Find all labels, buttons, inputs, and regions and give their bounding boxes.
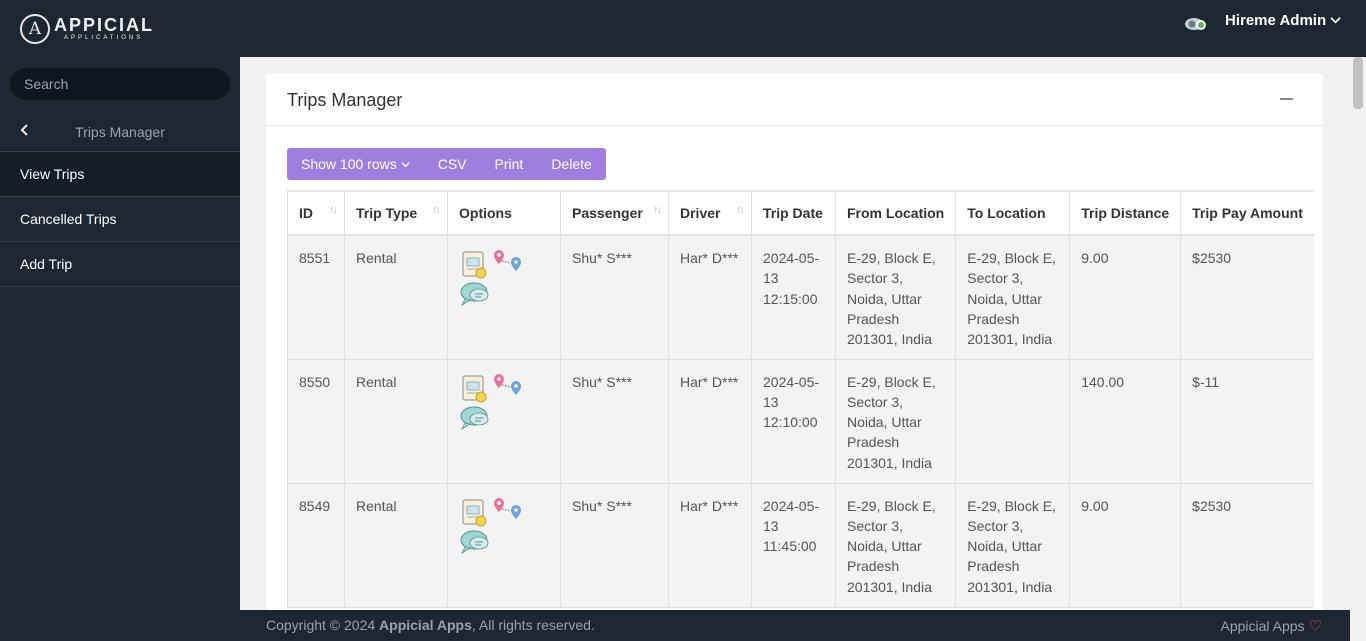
table-row[interactable]: 8551 Rental Shu* S*** Har* D*** 2024-05-13 … xyxy=(287,235,1314,360)
cell-options xyxy=(447,359,561,484)
cell-trip-pay-amount: $-11 xyxy=(1180,359,1314,484)
table-toolbar: Show 100 rows CSV Print Delete xyxy=(287,148,606,180)
trips-table: ID ↑↓ Trip Type ↑↓ Options Passenger ↑↓ Dri… xyxy=(287,190,1314,608)
logo-tagline: APPLICATIONS xyxy=(64,35,144,41)
csv-button[interactable]: CSV xyxy=(437,156,467,172)
table-header-row: ID ↑↓ Trip Type ↑↓ Options Passenger ↑↓ Dri… xyxy=(287,190,1314,236)
column-header-from-location[interactable]: From Location xyxy=(834,190,956,236)
table-row[interactable]: 8550 Rental Shu* S*** Har* D*** 2024-05-13 … xyxy=(287,359,1314,484)
logo-mark: A xyxy=(20,14,50,44)
cell-from-location: E-29, Block E, Sector 3, Noida, Uttar Pr… xyxy=(834,235,956,360)
column-header-driver[interactable]: Driver ↑↓ xyxy=(668,190,752,236)
card-header: Trips Manager xyxy=(266,74,1323,126)
cell-trip-pay-amount: $2530 xyxy=(1180,483,1314,608)
sidebar-item-view-trips[interactable]: View Trips xyxy=(0,152,240,197)
route-map-icon xyxy=(494,250,521,271)
sort-icon: ↑↓ xyxy=(736,204,745,216)
route-map-icon xyxy=(494,497,521,519)
trip-options-icons[interactable] xyxy=(459,496,529,556)
cell-options xyxy=(447,235,561,360)
column-header-trip-pay-amount[interactable]: Trip Pay Amount xyxy=(1180,190,1314,236)
column-header-trip-date[interactable]: Trip Date xyxy=(751,190,836,236)
cell-trip-pay-amount: $2530 xyxy=(1180,235,1314,360)
column-header-trip-type[interactable]: Trip Type ↑↓ xyxy=(344,190,448,236)
sort-icon: ↑↓ xyxy=(653,204,662,216)
cell-id: 8549 xyxy=(287,483,345,608)
cell-to-location: E-29, Block E, Sector 3, Noida, Uttar Pr… xyxy=(955,235,1070,360)
user-name: Hireme Admin xyxy=(1225,12,1327,29)
page-title: Trips Manager xyxy=(287,90,403,110)
chevron-down-icon xyxy=(1330,17,1341,24)
minimize-icon[interactable] xyxy=(1280,98,1293,100)
sort-icon: ↑↓ xyxy=(329,204,338,216)
search-input[interactable] xyxy=(10,68,230,100)
cell-driver: Har* D*** xyxy=(668,235,752,360)
cell-id: 8551 xyxy=(287,235,345,360)
cell-from-location: E-29, Block E, Sector 3, Noida, Uttar Pr… xyxy=(834,359,956,484)
column-header-passenger[interactable]: Passenger ↑↓ xyxy=(560,190,669,236)
chat-icon xyxy=(460,530,489,554)
cell-passenger: Shu* S*** xyxy=(560,235,669,360)
cell-passenger: Shu* S*** xyxy=(560,483,669,608)
user-menu[interactable]: Hireme Admin xyxy=(1225,12,1341,29)
copyright-brand-link[interactable]: Appicial Apps xyxy=(379,617,472,633)
sidebar: Trips Manager View Trips Cancelled Trips… xyxy=(0,57,240,641)
column-header-id[interactable]: ID ↑↓ xyxy=(287,190,345,236)
user-avatar-icon[interactable] xyxy=(1184,16,1208,32)
footer-brand[interactable]: Appicial Apps ♡ xyxy=(1220,618,1322,635)
invoice-icon xyxy=(462,375,487,402)
copyright: Copyright © 2024 Appicial Apps, All righ… xyxy=(266,617,595,633)
sort-icon: ↑↓ xyxy=(432,204,441,216)
cell-trip-distance: 9.00 xyxy=(1069,235,1181,360)
print-button[interactable]: Print xyxy=(494,156,524,172)
footer: Copyright © 2024 Appicial Apps, All righ… xyxy=(240,610,1350,641)
cell-trip-date: 2024-05-13 12:10:00 xyxy=(751,359,836,484)
show-rows-button[interactable]: Show 100 rows xyxy=(287,148,424,180)
chat-icon xyxy=(460,282,489,307)
logo-name: APPICIAL xyxy=(54,15,155,35)
delete-button[interactable]: Delete xyxy=(551,156,592,172)
heart-icon: ♡ xyxy=(1308,618,1322,635)
scrollbar[interactable] xyxy=(1350,57,1366,641)
cell-trip-distance: 140.00 xyxy=(1069,359,1181,484)
cell-options xyxy=(447,483,561,608)
cell-trip-type: Rental xyxy=(344,235,448,360)
cell-trip-date: 2024-05-13 12:15:00 xyxy=(751,235,836,360)
invoice-icon xyxy=(462,251,487,279)
trip-options-icons[interactable] xyxy=(459,372,529,432)
chat-icon xyxy=(460,406,489,430)
sidebar-item-cancelled-trips[interactable]: Cancelled Trips xyxy=(0,197,240,242)
cell-id: 8550 xyxy=(287,359,345,484)
sidebar-section-title: Trips Manager xyxy=(75,124,165,140)
app-logo[interactable]: A APPICIAL APPLICATIONS xyxy=(20,14,154,44)
chevron-down-icon xyxy=(401,161,410,167)
trip-options-icons[interactable] xyxy=(459,248,529,308)
sidebar-item-add-trip[interactable]: Add Trip xyxy=(0,242,240,287)
route-map-icon xyxy=(494,373,521,395)
cell-to-location: E-29, Block E, Sector 3, Noida, Uttar Pr… xyxy=(955,483,1070,608)
cell-to-location xyxy=(955,359,1070,484)
column-header-trip-distance[interactable]: Trip Distance xyxy=(1069,190,1181,236)
invoice-icon xyxy=(462,499,487,526)
cell-passenger: Shu* S*** xyxy=(560,359,669,484)
scrollbar-thumb[interactable] xyxy=(1353,57,1363,109)
sidebar-back[interactable]: Trips Manager xyxy=(0,115,240,152)
table-row[interactable]: 8549 Rental Shu* S*** Har* D*** 2024-05-13 … xyxy=(287,483,1314,608)
cell-driver: Har* D*** xyxy=(668,359,752,484)
cell-from-location: E-29, Block E, Sector 3, Noida, Uttar Pr… xyxy=(834,483,956,608)
cell-trip-type: Rental xyxy=(344,483,448,608)
chevron-left-icon[interactable] xyxy=(18,123,30,137)
top-bar: A APPICIAL APPLICATIONS Hireme Admin xyxy=(0,0,1366,57)
cell-trip-date: 2024-05-13 11:45:00 xyxy=(751,483,836,608)
cell-trip-type: Rental xyxy=(344,359,448,484)
column-header-options: Options xyxy=(447,190,561,236)
column-header-to-location[interactable]: To Location xyxy=(955,190,1070,236)
trips-card: Trips Manager Show 100 rows CSV Print De… xyxy=(266,74,1323,614)
cell-trip-distance: 9.00 xyxy=(1069,483,1181,608)
cell-driver: Har* D*** xyxy=(668,483,752,608)
